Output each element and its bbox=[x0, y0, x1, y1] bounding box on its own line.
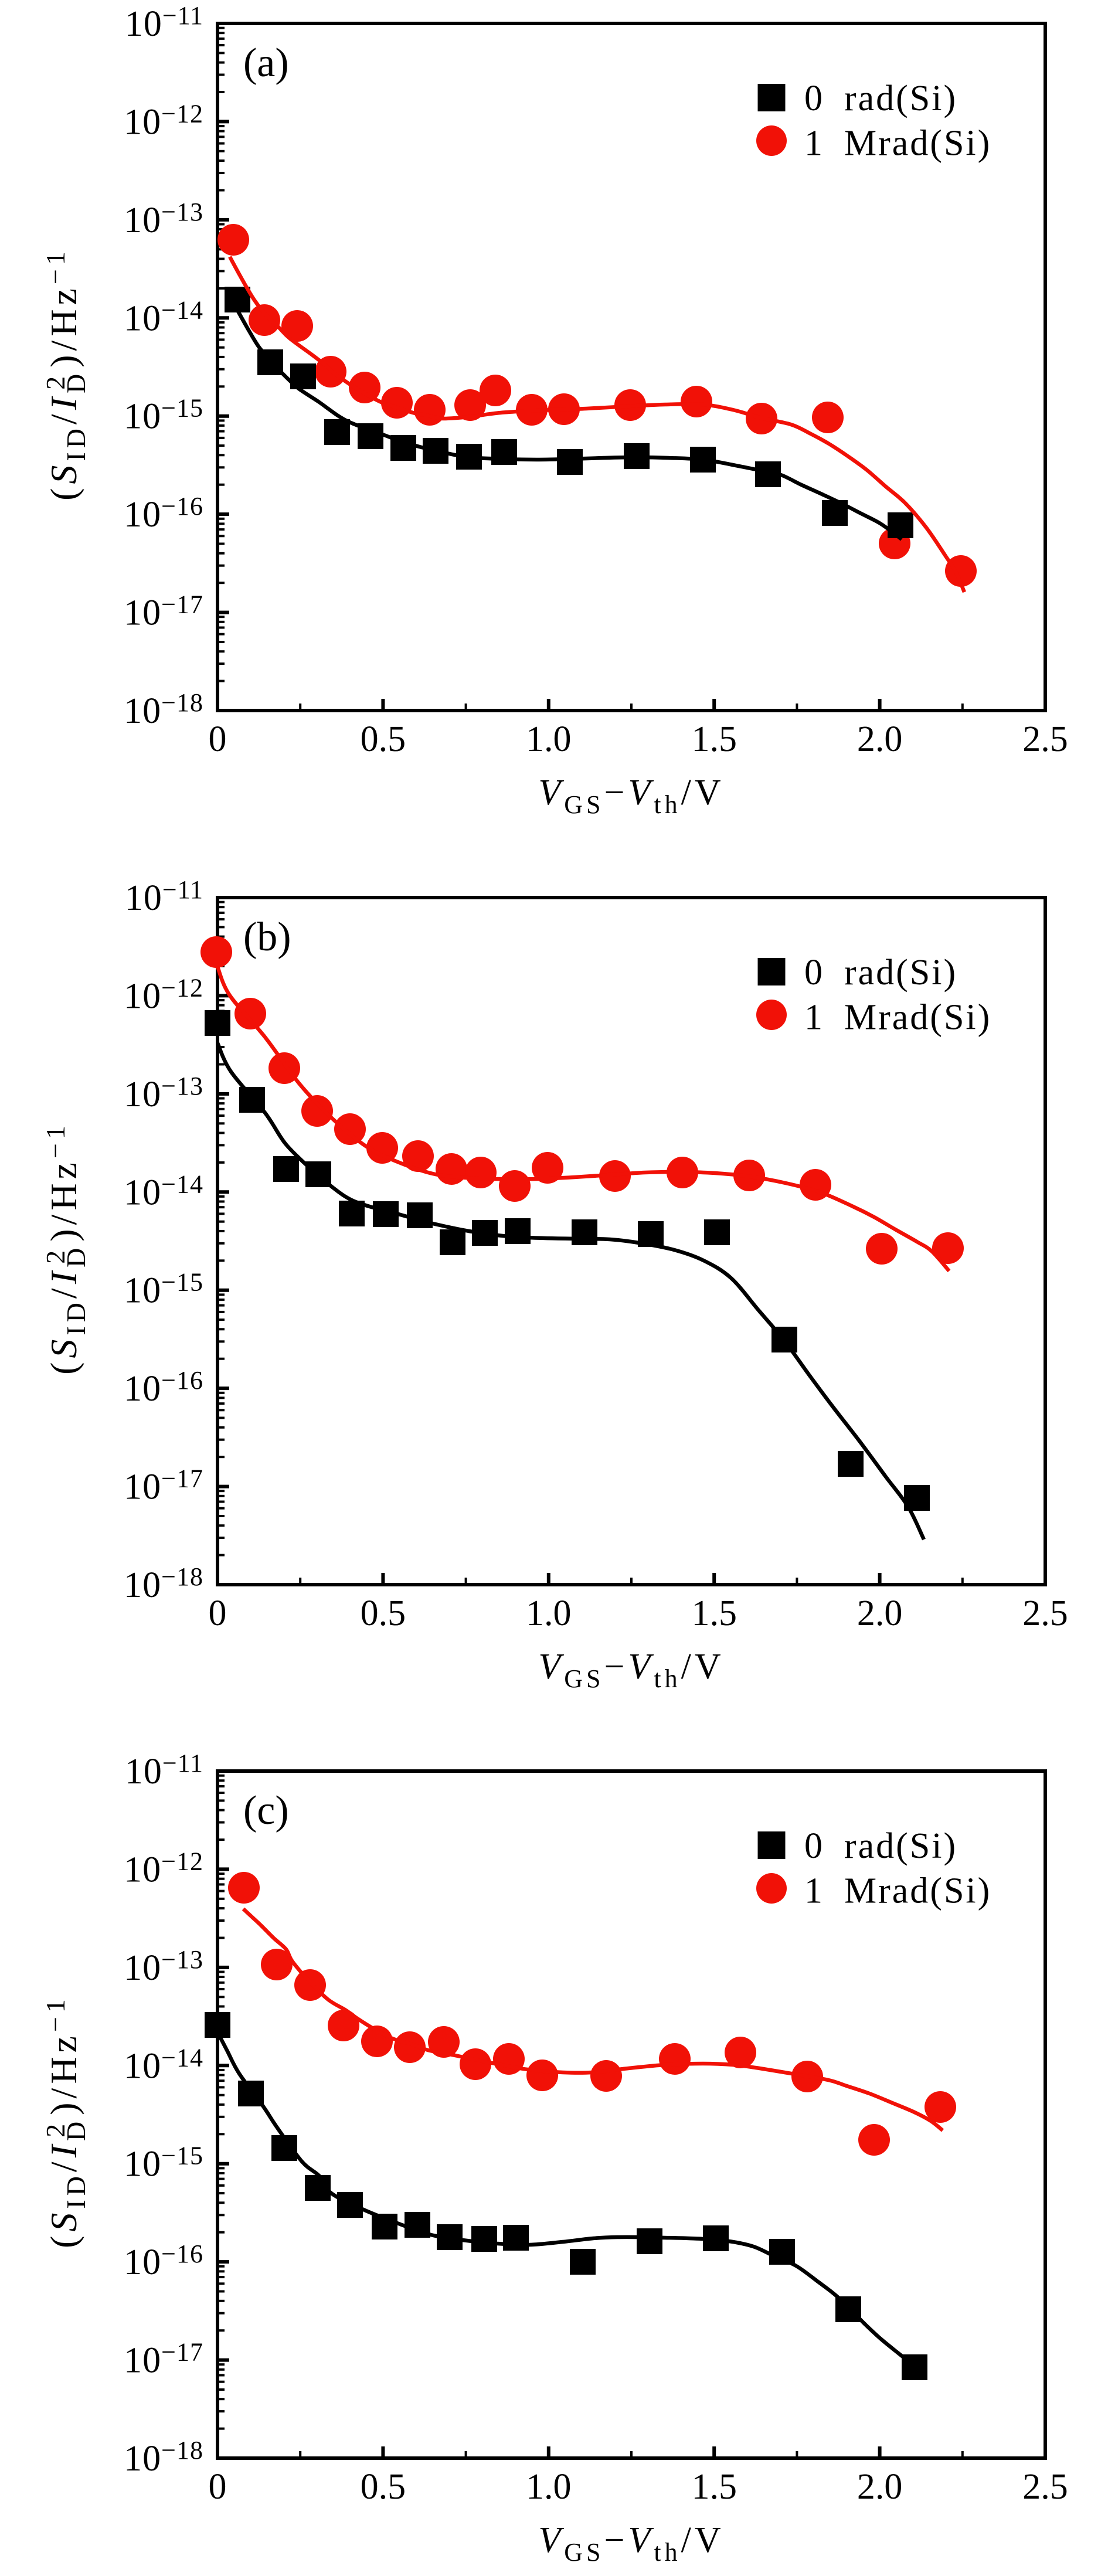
svg-text:(SID/ID2)/Hz−1: (SID/ID2)/Hz−1 bbox=[40, 247, 91, 501]
svg-text:0: 0 bbox=[209, 1593, 227, 1633]
svg-text:10−16: 10−16 bbox=[124, 492, 203, 535]
svg-text:10−15: 10−15 bbox=[124, 2142, 203, 2184]
svg-text:2.5: 2.5 bbox=[1022, 1593, 1068, 1633]
svg-text:VGS−Vth/V: VGS−Vth/V bbox=[538, 2520, 724, 2567]
svg-text:1 Mrad(Si): 1 Mrad(Si) bbox=[804, 124, 991, 164]
svg-text:0.5: 0.5 bbox=[361, 719, 406, 759]
svg-text:VGS−Vth/V: VGS−Vth/V bbox=[538, 773, 724, 819]
svg-text:10−14: 10−14 bbox=[124, 1170, 203, 1212]
svg-text:0.5: 0.5 bbox=[361, 1593, 406, 1633]
svg-text:10−17: 10−17 bbox=[124, 1464, 203, 1507]
svg-text:10−15: 10−15 bbox=[124, 394, 203, 437]
svg-text:0 rad(Si): 0 rad(Si) bbox=[804, 953, 957, 993]
svg-text:(b): (b) bbox=[243, 915, 291, 960]
svg-text:0.5: 0.5 bbox=[361, 2467, 406, 2507]
svg-text:(c): (c) bbox=[243, 1788, 289, 1833]
svg-text:1.0: 1.0 bbox=[526, 2467, 572, 2507]
svg-text:10−14: 10−14 bbox=[124, 2043, 203, 2086]
svg-text:10−13: 10−13 bbox=[124, 1072, 203, 1114]
svg-text:VGS−Vth/V: VGS−Vth/V bbox=[538, 1647, 724, 1693]
svg-text:1 Mrad(Si): 1 Mrad(Si) bbox=[804, 998, 991, 1038]
svg-text:10−18: 10−18 bbox=[124, 2436, 203, 2479]
svg-text:10−16: 10−16 bbox=[124, 1366, 203, 1409]
svg-text:(SID/ID2)/Hz−1: (SID/ID2)/Hz−1 bbox=[40, 1122, 91, 1375]
svg-text:10−17: 10−17 bbox=[124, 2338, 203, 2381]
svg-text:10−15: 10−15 bbox=[124, 1268, 203, 1311]
svg-text:0 rad(Si): 0 rad(Si) bbox=[804, 1826, 957, 1866]
svg-text:1.5: 1.5 bbox=[691, 2467, 737, 2507]
svg-text:10−17: 10−17 bbox=[124, 590, 203, 633]
svg-text:10−14: 10−14 bbox=[124, 295, 203, 338]
svg-text:1.5: 1.5 bbox=[691, 1593, 737, 1633]
svg-text:2.0: 2.0 bbox=[857, 2467, 903, 2507]
svg-text:1.0: 1.0 bbox=[526, 719, 572, 759]
svg-text:10−18: 10−18 bbox=[124, 1562, 203, 1605]
svg-text:(SID/ID2)/Hz−1: (SID/ID2)/Hz−1 bbox=[40, 1995, 91, 2248]
svg-text:10−12: 10−12 bbox=[124, 973, 203, 1016]
svg-text:0: 0 bbox=[209, 719, 227, 759]
svg-text:10−12: 10−12 bbox=[124, 1847, 203, 1889]
svg-text:10−16: 10−16 bbox=[124, 2239, 203, 2282]
svg-text:10−13: 10−13 bbox=[124, 198, 203, 240]
svg-text:10−18: 10−18 bbox=[124, 688, 203, 731]
svg-text:1.0: 1.0 bbox=[526, 1593, 572, 1633]
svg-text:0 rad(Si): 0 rad(Si) bbox=[804, 79, 957, 118]
svg-text:2.5: 2.5 bbox=[1022, 2467, 1068, 2507]
svg-text:(a): (a) bbox=[243, 40, 289, 86]
svg-text:10−11: 10−11 bbox=[125, 1, 203, 44]
svg-text:2.5: 2.5 bbox=[1022, 719, 1068, 759]
svg-text:1.5: 1.5 bbox=[691, 719, 737, 759]
svg-text:10−11: 10−11 bbox=[125, 1749, 203, 1792]
svg-text:2.0: 2.0 bbox=[857, 1593, 903, 1633]
svg-text:10−13: 10−13 bbox=[124, 1945, 203, 1988]
svg-text:10−11: 10−11 bbox=[125, 875, 203, 918]
svg-text:1 Mrad(Si): 1 Mrad(Si) bbox=[804, 1871, 991, 1911]
svg-text:2.0: 2.0 bbox=[857, 719, 903, 759]
svg-text:10−12: 10−12 bbox=[124, 99, 203, 142]
svg-text:0: 0 bbox=[209, 2467, 227, 2507]
